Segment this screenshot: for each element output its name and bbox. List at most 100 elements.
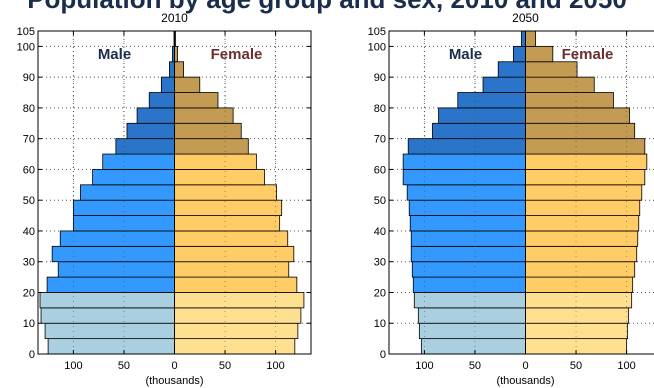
bar-female-10-14 <box>174 307 302 324</box>
bar-female-70-74 <box>174 122 242 140</box>
bar-female-40-44 <box>174 215 281 232</box>
bar-male-45-49 <box>408 199 526 216</box>
bar-male-65-69 <box>407 138 526 155</box>
y-tick-label: 30 <box>374 257 386 269</box>
bar-male-95-99 <box>512 45 526 63</box>
bar-female-40-44 <box>525 215 640 232</box>
y-tick-label: 10 <box>23 318 35 330</box>
bar-male-75-79 <box>136 107 175 124</box>
bar-male-70-74 <box>432 122 526 140</box>
bar-male-70-74 <box>126 122 175 140</box>
x-tick-label: 100 <box>617 360 635 372</box>
bar-male-30-34 <box>51 245 175 263</box>
bar-female-50-54 <box>174 184 278 201</box>
x-tick-label: 100 <box>266 360 284 372</box>
bar-female-95-99 <box>525 45 554 63</box>
bar-female-5-9 <box>525 322 629 340</box>
y-tick-label: 70 <box>374 134 386 146</box>
pyramid-chart-2050: 2050 0 10 20 30 40 50 60 70 80 90 100 105 100 50 0 50 100… <box>368 11 654 387</box>
x-axis-label: (thousands) <box>145 375 203 387</box>
bar-male-50-54 <box>406 184 526 201</box>
bar-female-90-94 <box>174 61 184 78</box>
bar-female-65-69 <box>174 138 249 155</box>
bar-female-75-79 <box>174 107 234 124</box>
bar-male-75-79 <box>438 107 526 124</box>
y-tick-label: 90 <box>374 72 386 84</box>
bar-female-85-89 <box>174 76 201 93</box>
chart-main-title: Population by age group and sex, 2010 an… <box>0 0 654 15</box>
y-tick-label: 100 <box>368 41 386 53</box>
y-tick-label: 60 <box>374 164 386 176</box>
bar-female-100+ <box>525 30 537 47</box>
bar-male-35-39 <box>59 230 175 247</box>
y-tick-label: 50 <box>374 195 386 207</box>
x-tick-label: 100 <box>415 360 433 372</box>
bar-female-45-49 <box>174 199 283 216</box>
bar-male-90-94 <box>169 61 175 78</box>
x-tick-label: 100 <box>64 360 82 372</box>
y-tick-label: 0 <box>380 349 386 361</box>
bar-male-40-44 <box>72 215 175 232</box>
bar-female-70-74 <box>525 122 636 140</box>
bar-male-60-64 <box>402 153 526 170</box>
bar-male-20-24 <box>46 276 175 293</box>
bar-male-80-84 <box>457 92 526 109</box>
bar-female-45-49 <box>525 199 641 216</box>
y-tick-label: 80 <box>23 103 35 115</box>
bar-female-30-34 <box>525 245 638 263</box>
chart-title: 2050 <box>512 11 539 25</box>
bar-female-90-94 <box>525 61 578 78</box>
y-tick-label: 10 <box>374 318 386 330</box>
bar-male-5-9 <box>44 322 175 340</box>
bar-male-15-19 <box>39 292 175 309</box>
bar-female-15-19 <box>525 292 633 309</box>
y-tick-label: 20 <box>374 287 386 299</box>
bar-female-80-84 <box>525 92 614 109</box>
x-axis-label: (thousands) <box>496 375 554 387</box>
bar-female-35-39 <box>525 230 639 247</box>
bar-female-55-59 <box>174 169 265 186</box>
legend-label-male: Male <box>98 46 131 63</box>
bar-male-65-69 <box>115 138 175 155</box>
bar-female-10-14 <box>525 307 630 324</box>
bar-female-95-99 <box>174 45 178 63</box>
bar-male-15-19 <box>413 292 526 309</box>
bar-male-20-24 <box>412 276 526 293</box>
y-tick-label: 40 <box>374 226 386 238</box>
bar-male-80-84 <box>148 92 175 109</box>
bar-male-55-59 <box>92 169 175 186</box>
y-tick-label: 90 <box>23 72 35 84</box>
bar-female-75-79 <box>525 107 631 124</box>
bar-male-10-14 <box>417 307 526 324</box>
bar-male-50-54 <box>80 184 175 201</box>
legend-label-male: Male <box>449 46 482 63</box>
y-tick-label: 80 <box>374 103 386 115</box>
y-tick-label: 105 <box>368 26 386 38</box>
bar-male-30-34 <box>410 245 526 263</box>
bar-male-0-4 <box>47 338 175 355</box>
bar-female-20-24 <box>174 276 298 293</box>
y-tick-label: 0 <box>29 349 35 361</box>
x-tick-label: 0 <box>522 360 528 372</box>
bar-female-35-39 <box>174 230 289 247</box>
bar-female-50-54 <box>525 184 643 201</box>
bar-male-100+ <box>521 30 526 47</box>
y-tick-label: 50 <box>23 195 35 207</box>
x-tick-label: 0 <box>171 360 177 372</box>
bar-male-0-4 <box>420 338 526 355</box>
bar-male-25-29 <box>411 261 526 278</box>
bar-female-80-84 <box>174 92 219 109</box>
y-tick-label: 100 <box>17 41 35 53</box>
bar-female-0-4 <box>174 338 296 355</box>
bar-female-25-29 <box>525 261 636 278</box>
x-tick-label: 50 <box>469 360 481 372</box>
y-tick-label: 70 <box>23 134 35 146</box>
pyramid-chart-2010: 2010 0 10 20 30 40 50 60 70 80 90 100 105 100 50 0 50 100… <box>17 11 312 387</box>
y-tick-label: 20 <box>23 287 35 299</box>
bar-female-20-24 <box>525 276 634 293</box>
bar-female-85-89 <box>525 76 595 93</box>
chart-title: 2010 <box>161 11 188 25</box>
bar-female-60-64 <box>174 153 257 170</box>
bar-female-25-29 <box>174 261 290 278</box>
bar-male-90-94 <box>497 61 526 78</box>
